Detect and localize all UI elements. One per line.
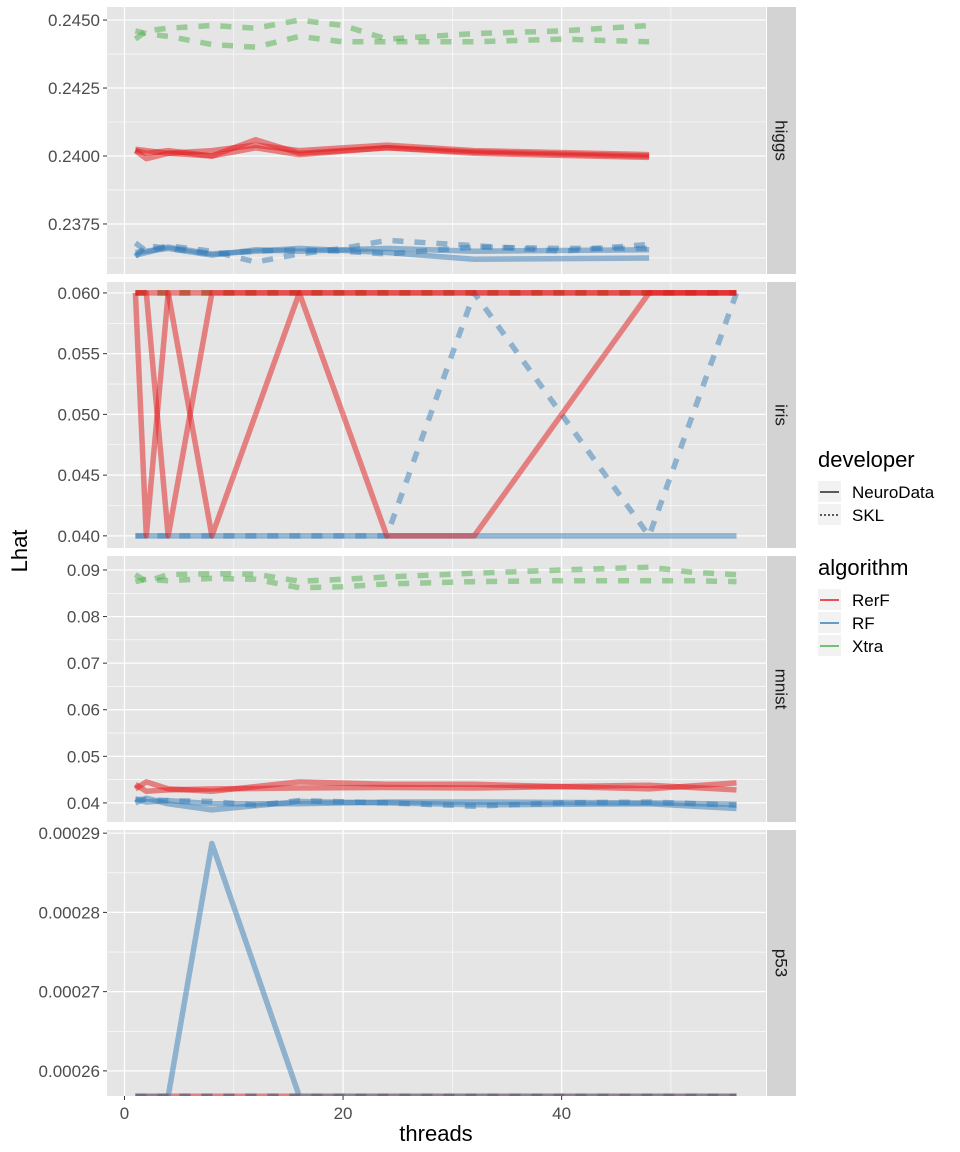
panel-iris: 0.040 0.045 0.050 0.055 0.060 iris [57,282,796,548]
series-line-xtra-skl [133,17,650,42]
facet-strip [767,282,796,548]
legend-label-rerf: RerF [852,591,890,610]
y-tick-label: 0.2375 [48,215,100,234]
y-tick-label: 0.00027 [39,983,100,1002]
facet-strip-label: p53 [772,949,791,977]
panel-background [107,282,766,548]
panel-higgs: 0.2375 0.2400 0.2425 0.2450 higgs [48,7,796,274]
y-tick-label: 0.2425 [48,79,100,98]
y-tick-label: 0.08 [67,608,100,627]
legend-item-neurodata: NeuroData [818,481,935,502]
y-tick-label: 0.060 [57,284,100,303]
facet-strip [767,830,796,1096]
series-line-rerf-neurodata [132,290,737,539]
x-axis: 0 20 40 [120,1096,571,1123]
legend-developer-title: developer [818,447,915,472]
x-tick-label: 20 [334,1104,353,1123]
y-tick-label: 0.045 [57,466,100,485]
legend-item-skl: SKL [818,504,884,525]
panel-mnist: 0.04 0.05 0.06 0.07 0.08 0.09 mnist [67,556,796,822]
facet-strip [767,556,796,822]
facet-strip-label: iris [772,404,791,426]
facet-strip [767,7,796,274]
y-tick-label: 0.00028 [39,903,100,922]
panel-background [107,7,766,274]
legend-item-rerf: RerF [818,589,890,610]
panel-background [107,830,766,1096]
y-tick-label: 0.06 [67,701,100,720]
y-tick-label: 0.05 [67,747,100,766]
facet-strip-label: higgs [772,120,791,161]
x-axis-title: threads [399,1121,472,1146]
panel-background [107,556,766,822]
legend-label-xtra: Xtra [852,637,884,656]
legend-algorithm-title: algorithm [818,555,908,580]
legend-label-rf: RF [852,614,875,633]
x-tick-label: 40 [552,1104,571,1123]
y-tick-label: 0.07 [67,654,100,673]
y-tick-label: 0.050 [57,405,100,424]
panel-p53: 0.00026 0.00027 0.00028 0.00029 p53 [39,824,796,1096]
legend-item-rf: RF [818,612,875,633]
series-group [132,290,740,539]
legend-label-neurodata: NeuroData [852,483,935,502]
y-tick-label: 0.04 [67,794,100,813]
legend-item-xtra: Xtra [818,635,884,656]
y-tick-label: 0.055 [57,345,100,364]
series-line-rerf-neurodata [134,145,650,159]
panels: 0.23750.24000.24250.2450higgs0.0400.0450… [39,7,796,1096]
series-group [133,17,650,265]
series-line-rf-skl [135,290,740,539]
y-tick-label: 0.00026 [39,1062,100,1081]
series-line-xtra-skl [134,28,650,50]
series-group [133,564,737,813]
legend-label-skl: SKL [852,506,884,525]
series-line-rf-skl [135,796,737,809]
y-tick-label: 0.00029 [39,824,100,843]
x-tick-label: 0 [120,1104,129,1123]
y-tick-label: 0.2400 [48,147,100,166]
legend: developer NeuroData SKL algorithm RerF R… [818,447,935,656]
series-line-rf-neurodata [134,796,737,808]
facet-strip-label: mnist [772,669,791,710]
y-tick-label: 0.040 [57,527,100,546]
series-line-xtra-skl [134,575,737,591]
y-axis-title: Lhat [7,530,32,573]
series-line-rf-skl [133,242,650,259]
y-tick-label: 0.09 [67,561,100,580]
series-line-rerf-neurodata [133,781,737,795]
y-tick-label: 0.2450 [48,11,100,30]
